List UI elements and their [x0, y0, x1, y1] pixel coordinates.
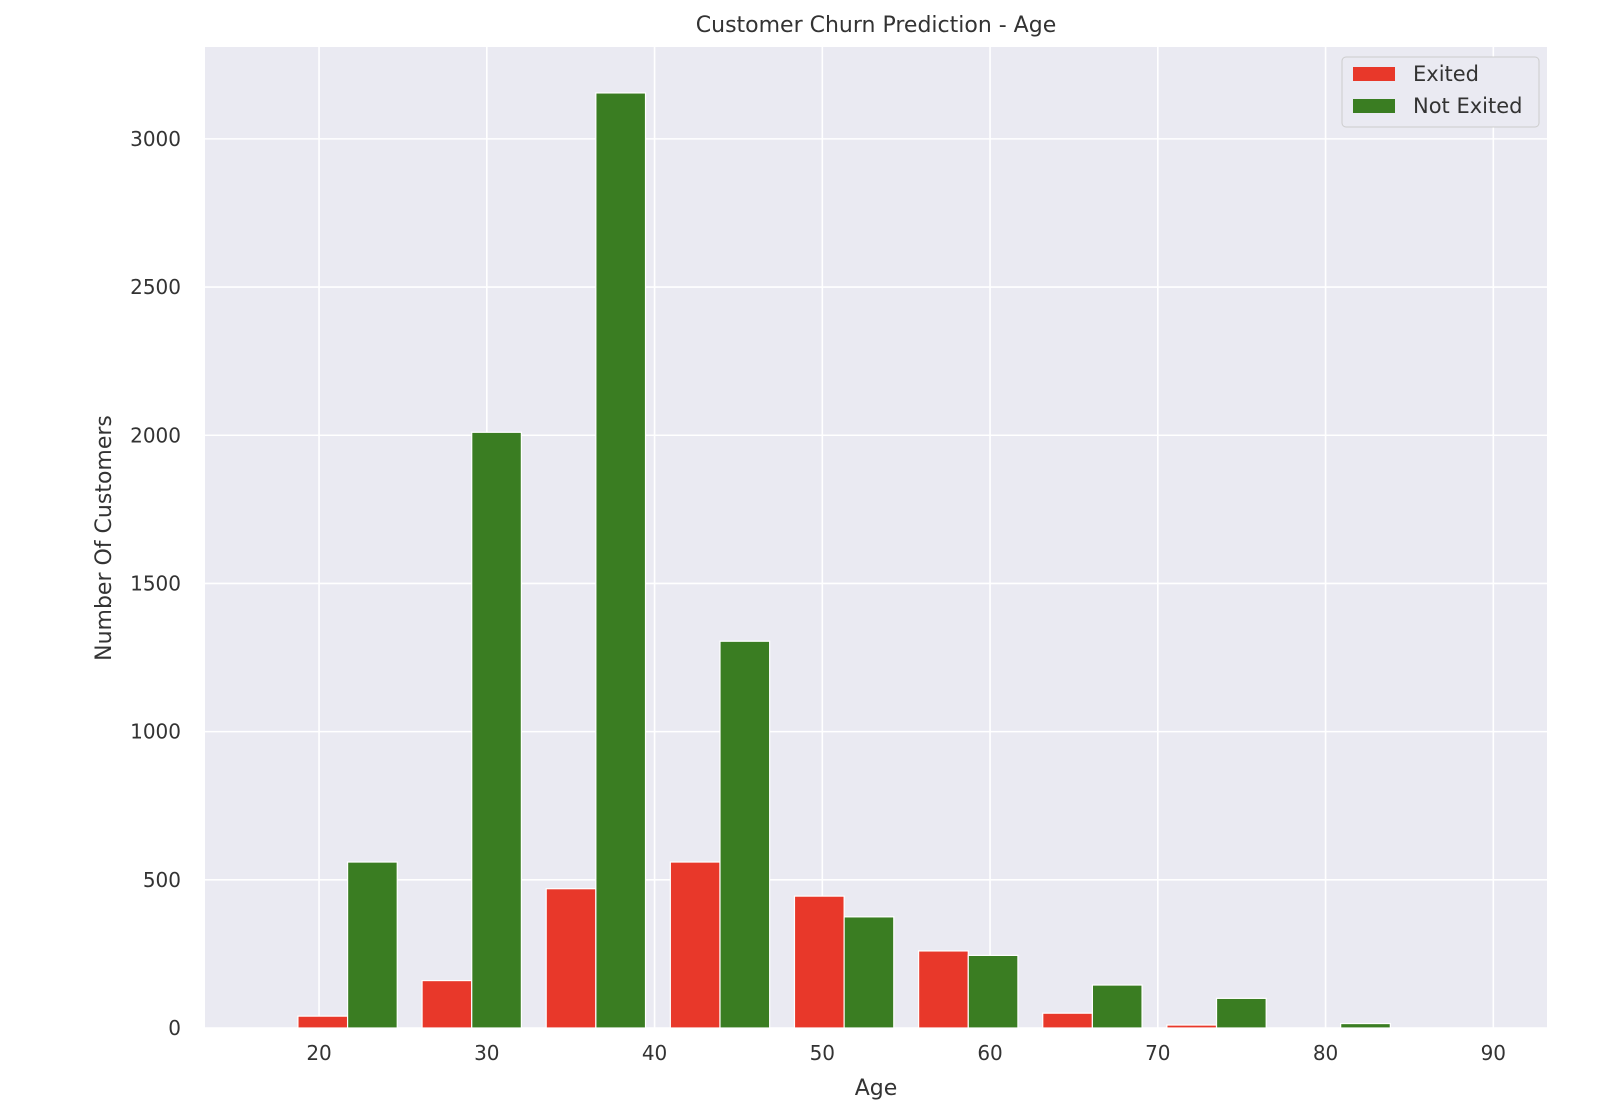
x-tick-label: 80	[1313, 1041, 1338, 1065]
y-tick-label: 3000	[130, 127, 181, 151]
y-tick-label: 2000	[130, 423, 181, 447]
legend: Exited Not Exited	[1341, 56, 1540, 128]
bars	[297, 92, 1391, 1029]
bar-not-exited	[967, 954, 1019, 1029]
x-axis-ticks: 20 30 40 50 60 70 80 90	[306, 1041, 1506, 1065]
legend-swatch-exited	[1353, 67, 1395, 81]
chart-title: Customer Churn Prediction - Age	[696, 13, 1056, 38]
y-tick-label: 1500	[130, 571, 181, 595]
bar-exited	[1166, 1024, 1218, 1029]
x-tick-label: 30	[474, 1041, 499, 1065]
bar-exited	[793, 895, 845, 1029]
bar-exited	[918, 950, 969, 1029]
bar-not-exited	[1340, 1022, 1391, 1029]
x-tick-label: 90	[1481, 1041, 1506, 1065]
y-tick-label: 2500	[130, 275, 181, 299]
y-tick-label: 500	[143, 868, 181, 892]
grid	[205, 47, 1547, 1029]
bar-not-exited	[346, 861, 398, 1029]
bar-not-exited	[1215, 997, 1267, 1029]
bar-exited	[421, 979, 473, 1029]
x-tick-label: 60	[977, 1041, 1002, 1065]
legend-swatch-not-exited	[1353, 99, 1395, 113]
legend-label-not-exited: Not Exited	[1413, 94, 1522, 118]
y-tick-label: 0	[168, 1016, 181, 1040]
plot-area	[205, 47, 1547, 1028]
bar-exited	[1042, 1012, 1093, 1029]
x-axis-title: Age	[855, 1076, 898, 1101]
x-tick-label: 70	[1145, 1041, 1170, 1065]
bar-not-exited	[1091, 984, 1143, 1029]
bar-exited	[545, 888, 597, 1029]
bar-not-exited	[843, 916, 895, 1029]
bar-exited	[297, 1015, 349, 1029]
bar-not-exited	[471, 431, 522, 1029]
y-axis-title: Number Of Customers	[92, 415, 117, 661]
x-tick-label: 40	[642, 1041, 667, 1065]
legend-label-exited: Exited	[1413, 62, 1479, 86]
y-axis-ticks: 0 500 1000 1500 2000 2500 3000	[130, 127, 181, 1040]
x-tick-label: 20	[306, 1041, 331, 1065]
x-tick-label: 50	[810, 1041, 835, 1065]
bar-not-exited	[719, 640, 771, 1029]
y-tick-label: 1000	[130, 720, 181, 744]
bar-exited	[669, 861, 721, 1029]
bar-not-exited	[595, 92, 647, 1029]
